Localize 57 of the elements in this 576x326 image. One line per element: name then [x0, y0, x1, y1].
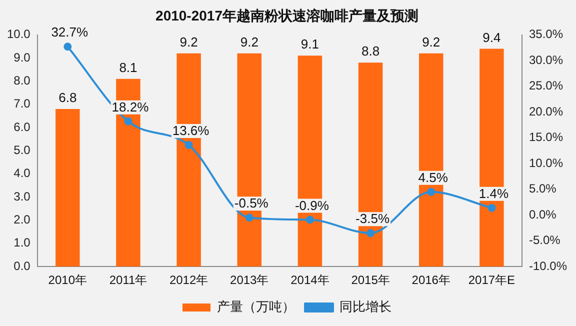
data-label: 18.2%	[112, 99, 150, 114]
y-tick-label: 0.0	[14, 258, 31, 273]
data-label: 4.5%	[418, 170, 448, 185]
data-label: 9.4	[482, 30, 501, 45]
y2-tick-label: -5.0%	[528, 233, 561, 248]
point	[366, 229, 375, 238]
x-tick-label: 2013年	[230, 273, 269, 288]
point	[245, 214, 254, 222]
y-tick-label: 5.0	[14, 143, 31, 158]
point	[184, 141, 193, 150]
y2-tick-label: 30.0%	[528, 52, 564, 67]
bar	[56, 108, 80, 267]
x-tick-label: 2012年	[169, 273, 208, 288]
y-tick-label: 10.0	[6, 27, 31, 42]
legend-label: 产量（万吨）	[217, 299, 295, 314]
y2-tick-label: -10.0%	[528, 258, 568, 273]
y2-tick-label: 25.0%	[528, 78, 564, 93]
x-tick-label: 2016年	[412, 273, 450, 288]
y2-tick-label: 5.0%	[528, 182, 557, 196]
data-label: 9.1	[300, 36, 319, 52]
y2-tick-label: 20.0%	[528, 104, 564, 118]
point	[306, 216, 314, 224]
point	[64, 42, 72, 51]
y2-tick-label: 35.0%	[528, 27, 564, 42]
chart-title: 2010-2017年越南粉状速溶咖啡产量及预测	[156, 7, 418, 24]
x-tick-label: 2010年	[48, 273, 87, 288]
y-tick-label: 2.0	[14, 212, 31, 227]
point	[488, 204, 496, 212]
data-label: 8.1	[119, 60, 138, 75]
data-label: -3.5%	[356, 211, 390, 226]
data-label: 9.2	[422, 34, 440, 50]
data-label: -0.9%	[294, 198, 330, 213]
y-tick-label: 6.0	[14, 120, 31, 134]
y-tick-label: 4.0	[14, 166, 31, 180]
y2-tick-label: 10.0%	[528, 156, 564, 170]
x-tick-label: 2011年	[109, 273, 148, 288]
data-label: 32.7%	[51, 24, 89, 40]
legend-label: 同比增长	[340, 299, 392, 314]
y-tick-label: 3.0	[14, 189, 31, 204]
y-tick-label: 9.0	[14, 50, 31, 64]
y-tick-label: 7.0	[14, 96, 31, 111]
y2-tick-label: 15.0%	[528, 130, 564, 144]
x-tick-label: 2014年	[290, 273, 330, 288]
point	[427, 188, 436, 196]
data-label: 8.8	[361, 44, 380, 59]
data-label: -0.5%	[234, 196, 269, 211]
data-label: 9.2	[240, 34, 258, 50]
y-tick-label: 1.0	[14, 236, 31, 250]
data-label: 9.2	[180, 34, 198, 50]
point	[124, 117, 132, 126]
data-label: 13.6%	[172, 123, 210, 138]
data-label: 1.4%	[478, 186, 509, 201]
data-label: 6.8	[58, 90, 77, 106]
x-tick-label: 2017年E	[468, 273, 516, 288]
y-tick-label: 8.0	[14, 73, 31, 88]
y2-tick-label: 0.0%	[528, 207, 557, 222]
x-tick-label: 2015年	[351, 273, 390, 288]
